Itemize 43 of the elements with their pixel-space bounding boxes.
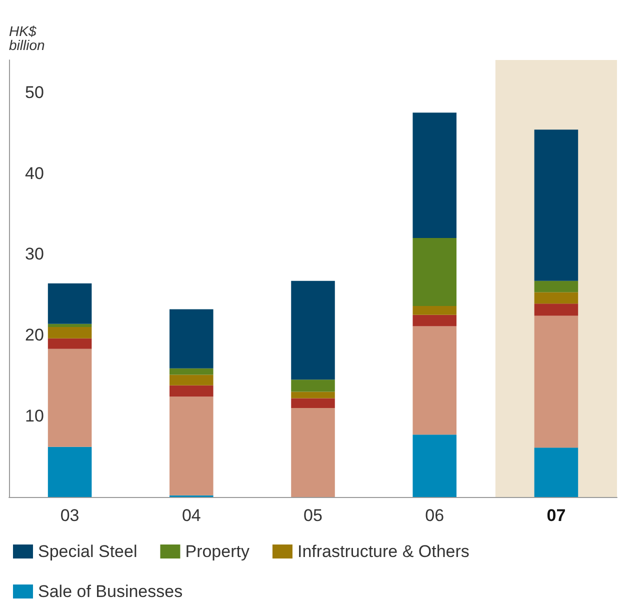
bar [170,374,214,386]
bar [534,292,578,304]
bar [291,280,335,380]
bar [534,280,578,292]
y-tick-label: 30 [25,244,44,264]
bar [412,326,456,435]
legend-label: Infrastructure & Others [297,542,470,561]
bar [291,380,335,392]
bar [48,283,92,324]
bar [48,446,92,497]
bar [412,314,456,326]
bar [291,408,335,497]
bar [534,130,578,281]
bar [48,348,92,447]
y-tick-label: 20 [25,326,44,345]
bar [170,368,214,375]
bar [412,238,456,306]
bar [412,434,456,497]
bar [291,392,335,398]
x-tick-label: 05 [304,506,322,525]
bar [170,396,214,496]
bar [412,306,456,315]
bar [534,304,578,316]
legend-label: Property [185,542,250,561]
y-tick-label: 10 [25,406,44,426]
bar [170,385,214,397]
legend-label: Special Steel [38,542,138,561]
y-tick-label: 50 [25,82,44,102]
x-tick-label: 06 [425,506,444,525]
x-tick-label: 04 [182,506,201,525]
bar [170,309,214,368]
x-tick-label: 03 [60,506,80,525]
x-tick-label: 07 [546,506,566,525]
bar [534,316,578,448]
bar [48,327,92,338]
bar [412,112,456,238]
bar [48,338,92,349]
bar [534,448,578,497]
bar [48,324,92,328]
y-axis-title: HK$ billion [9,23,46,53]
bar [291,398,335,408]
y-tick-label: 40 [25,164,44,183]
legend-label: Sale of Businesses [38,582,183,601]
